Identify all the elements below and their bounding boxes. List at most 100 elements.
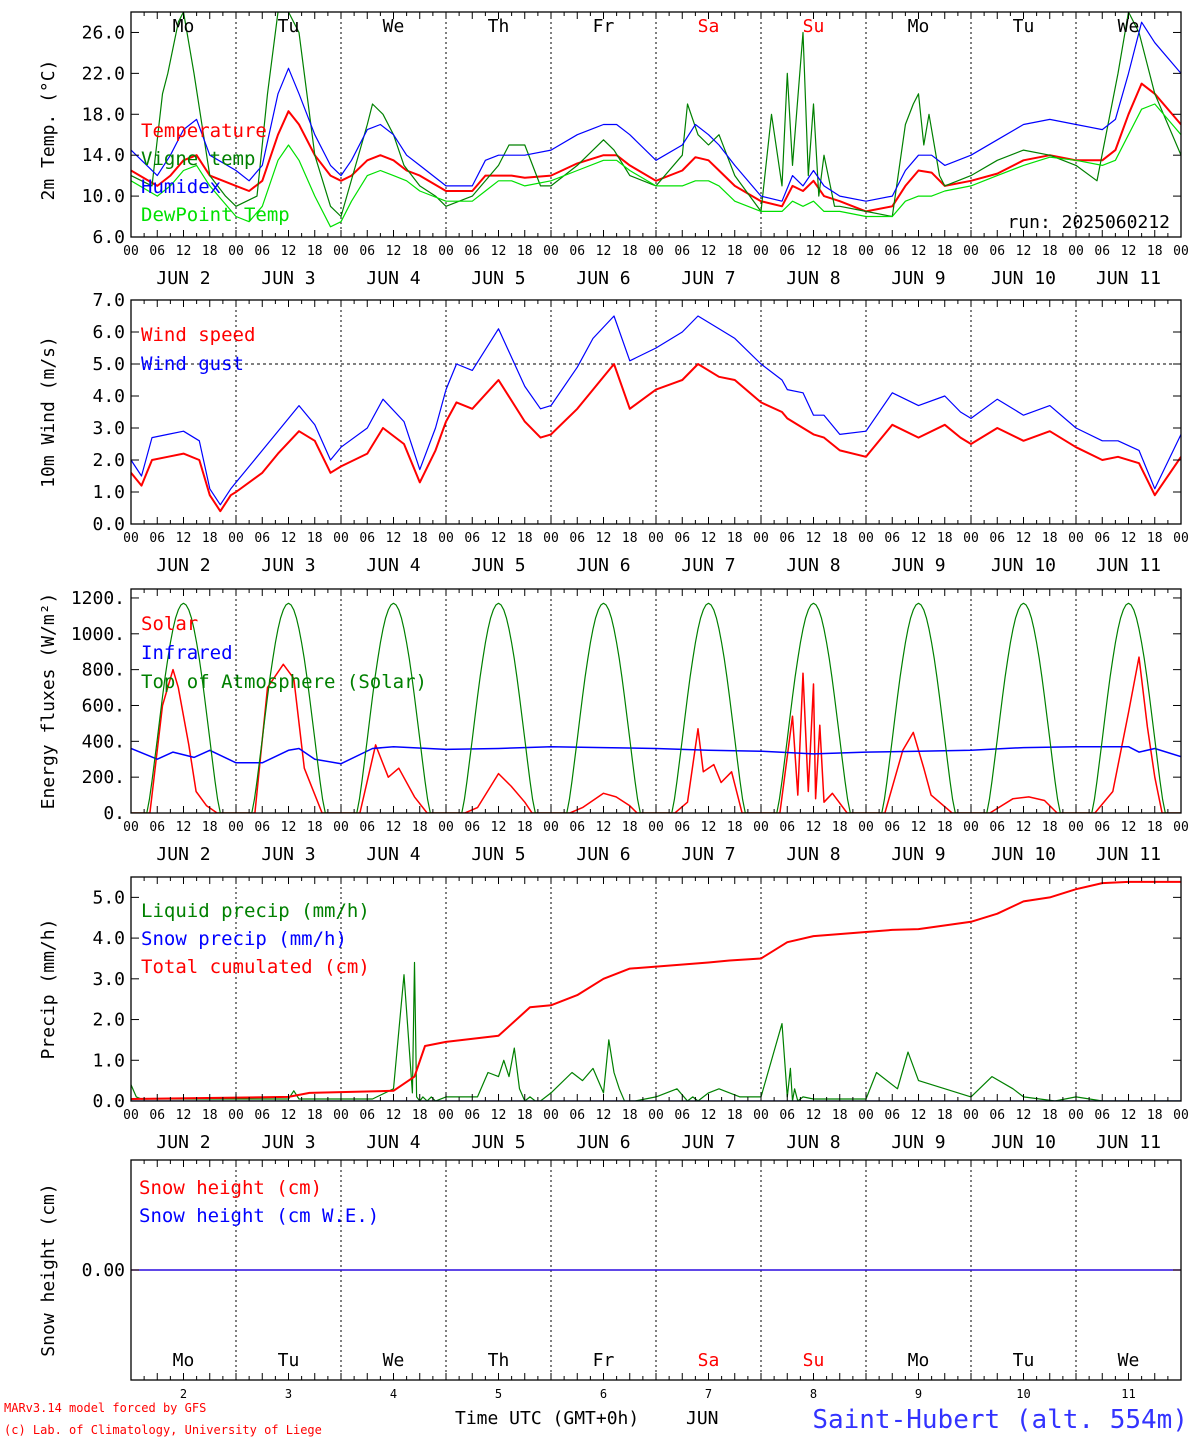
hour-tick-label: 12 xyxy=(491,1108,507,1123)
day-date-label: JUN 9 xyxy=(891,844,945,865)
hour-tick-label: 06 xyxy=(569,531,585,546)
hour-tick-label: 00 xyxy=(963,1108,979,1123)
day-date-label: JUN 7 xyxy=(681,555,735,576)
hour-tick-label: 18 xyxy=(1042,531,1058,546)
y-tick-label: 7.0 xyxy=(92,290,125,311)
series-line-4 xyxy=(131,103,1181,228)
y-tick-label: 2.0 xyxy=(92,450,125,471)
day-date-label: JUN 2 xyxy=(156,555,210,576)
day-of-week-label: Tu xyxy=(278,16,300,37)
day-date-label: JUN 2 xyxy=(156,268,210,289)
hour-tick-label: 18 xyxy=(517,1108,533,1123)
hour-tick-label: 18 xyxy=(1042,820,1058,835)
y-tick-label: 5.0 xyxy=(92,887,125,908)
day-date-label: JUN 2 xyxy=(156,844,210,865)
day-date-label: JUN 5 xyxy=(471,268,525,289)
day-of-week-label: Sa xyxy=(698,16,720,37)
hour-tick-label: 12 xyxy=(1121,820,1137,835)
series-line-2 xyxy=(131,12,1181,218)
hour-tick-label: 06 xyxy=(1094,531,1110,546)
hour-tick-label: 12 xyxy=(701,244,717,259)
hour-tick-label: 00 xyxy=(858,244,874,259)
hour-tick-label: 18 xyxy=(727,1108,743,1123)
hour-tick-label: 00 xyxy=(1068,1108,1084,1123)
day-number-label: 6 xyxy=(600,1387,607,1401)
y-tick-label: 1.0 xyxy=(92,1050,125,1071)
hour-tick-label: 00 xyxy=(1068,244,1084,259)
hour-tick-label: 18 xyxy=(412,820,428,835)
day-of-week-label: Su xyxy=(803,16,825,37)
hour-tick-label: 12 xyxy=(386,531,402,546)
hour-tick-label: 00 xyxy=(333,1108,349,1123)
hour-tick-label: 06 xyxy=(779,1108,795,1123)
hour-tick-label: 18 xyxy=(307,820,323,835)
hour-tick-label: 18 xyxy=(937,820,953,835)
day-date-label: JUN 6 xyxy=(576,844,630,865)
hour-tick-label: 00 xyxy=(123,1108,139,1123)
hour-tick-label: 06 xyxy=(884,1108,900,1123)
hour-tick-label: 18 xyxy=(307,244,323,259)
hour-tick-label: 18 xyxy=(202,244,218,259)
day-of-week-label: We xyxy=(1118,16,1140,37)
series-line-3 xyxy=(131,602,1181,813)
hour-tick-label: 12 xyxy=(491,244,507,259)
day-date-label: JUN 9 xyxy=(891,1132,945,1153)
hour-tick-label: 18 xyxy=(202,820,218,835)
hour-tick-label: 00 xyxy=(1173,531,1189,546)
hour-tick-label: 00 xyxy=(228,1108,244,1123)
hour-tick-label: 12 xyxy=(701,531,717,546)
hour-tick-label: 00 xyxy=(753,820,769,835)
hour-tick-label: 00 xyxy=(753,244,769,259)
hour-tick-label: 18 xyxy=(622,244,638,259)
y-tick-label: 14.0 xyxy=(82,145,125,166)
hour-tick-label: 18 xyxy=(517,244,533,259)
hour-tick-label: 06 xyxy=(989,820,1005,835)
hour-tick-label: 18 xyxy=(832,1108,848,1123)
day-of-week-label: Su xyxy=(803,1350,825,1371)
hour-tick-label: 00 xyxy=(438,820,454,835)
hour-tick-label: 18 xyxy=(202,531,218,546)
y-tick-label: 26.0 xyxy=(82,22,125,43)
hour-tick-label: 00 xyxy=(858,531,874,546)
hour-tick-label: 00 xyxy=(753,531,769,546)
series-line-2 xyxy=(131,315,1181,506)
day-of-week-label: Tu xyxy=(278,1350,300,1371)
chart-panel-3: Solar Infrared Top of Atmosphere (Solar) 0.… xyxy=(38,588,1189,865)
day-of-week-label: We xyxy=(1118,1350,1140,1371)
hour-tick-label: 00 xyxy=(438,531,454,546)
legend-entry: Snow height (cm W.E.) xyxy=(139,1205,379,1227)
day-of-week-label: Tu xyxy=(1013,1350,1035,1371)
day-date-label: JUN 5 xyxy=(471,555,525,576)
hour-tick-label: 18 xyxy=(1147,1108,1163,1123)
legend-entry: Humidex xyxy=(141,176,221,198)
y-tick-label: 3.0 xyxy=(92,418,125,439)
day-date-label: JUN 7 xyxy=(681,1132,735,1153)
y-tick-label: 600. xyxy=(82,695,125,716)
hour-tick-label: 06 xyxy=(149,244,165,259)
y-tick-label: 1200. xyxy=(71,588,125,609)
hour-tick-label: 06 xyxy=(674,531,690,546)
series-line-1 xyxy=(131,82,1181,213)
hour-tick-label: 12 xyxy=(176,1108,192,1123)
legend-entry: Temperature xyxy=(141,120,267,142)
hour-tick-label: 12 xyxy=(1121,531,1137,546)
day-number-label: 7 xyxy=(705,1387,712,1401)
hour-tick-label: 12 xyxy=(386,244,402,259)
hour-tick-label: 06 xyxy=(464,820,480,835)
y-tick-label: 0.0 xyxy=(92,1091,125,1112)
day-date-label: JUN 11 xyxy=(1096,1132,1161,1153)
hour-tick-label: 12 xyxy=(1016,244,1032,259)
hour-tick-label: 12 xyxy=(281,531,297,546)
hour-tick-label: 18 xyxy=(937,1108,953,1123)
hour-tick-label: 06 xyxy=(989,1108,1005,1123)
footer-lab-credit: (c) Lab. of Climatology, University of L… xyxy=(4,1423,322,1437)
hour-tick-label: 12 xyxy=(596,531,612,546)
y-tick-label: 10.0 xyxy=(82,186,125,207)
day-number-label: 10 xyxy=(1016,1387,1030,1401)
hour-tick-label: 12 xyxy=(281,244,297,259)
day-date-label: JUN 3 xyxy=(261,555,315,576)
hour-tick-label: 12 xyxy=(176,820,192,835)
hour-tick-label: 06 xyxy=(254,531,270,546)
day-of-week-label: Sa xyxy=(698,1350,720,1371)
hour-tick-label: 00 xyxy=(753,1108,769,1123)
